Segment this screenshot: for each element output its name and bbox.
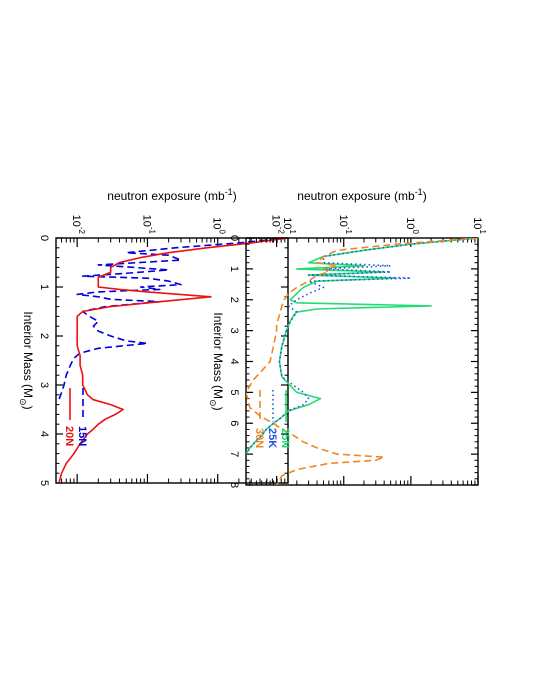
y-tick-base: 10 [404, 217, 416, 229]
series-line-25n [246, 238, 478, 455]
y-tick-exponent: 0 [411, 230, 420, 235]
x-tick-label: 0 [228, 235, 240, 241]
series-line-30n [246, 238, 478, 485]
legend-label-25k: 25K [266, 428, 278, 448]
x-axis-label: Interior Mass (M⊙) [18, 311, 35, 409]
x-axis-label-end: ) [211, 407, 225, 411]
y-tick-exponent: -2 [277, 227, 286, 235]
x-tick-label: 4 [38, 431, 50, 437]
y-tick-exponent: -2 [77, 227, 86, 235]
legend-label-25n: 25N [279, 428, 291, 448]
y-tick-base: 10 [140, 215, 152, 227]
x-axis-label-subscript: ⊙ [208, 399, 218, 407]
legend-label-15n: 15N [76, 426, 88, 446]
y-tick-base: 10 [270, 215, 282, 227]
x-axis-label-text: Interior Mass (M [21, 311, 35, 398]
x-tick-label: 1 [38, 284, 50, 290]
y-tick-label: 10-1 [337, 215, 353, 235]
x-axis-label: Interior Mass (M⊙) [208, 312, 225, 410]
plot-frame [55, 237, 289, 484]
y-axis-label: neutron exposure (mb-1) [107, 187, 236, 203]
x-tick-label: 6 [228, 420, 240, 426]
y-axis-label-end: ) [423, 189, 427, 203]
x-tick-label: 7 [228, 451, 240, 457]
x-tick-label: 0 [38, 235, 50, 241]
y-axis-label: neutron exposure (mb-1) [297, 187, 426, 203]
y-tick-label: 10-2 [70, 215, 86, 235]
y-tick-label: 101 [471, 217, 487, 234]
x-tick-label: 4 [228, 358, 240, 364]
x-tick-label: 1 [228, 266, 240, 272]
legend-label-30n: 30N [253, 428, 265, 448]
legend-label-20n: 20N [63, 426, 75, 446]
y-tick-label: 100 [404, 217, 420, 234]
y-tick-exponent: 1 [288, 230, 297, 235]
y-tick-base: 10 [281, 217, 293, 229]
y-tick-base: 10 [337, 215, 349, 227]
y-axis-label-text: neutron exposure (mb [297, 189, 415, 203]
x-axis-label-end: ) [21, 406, 35, 410]
y-tick-base: 10 [471, 217, 483, 229]
y-tick-label: 10-2 [270, 215, 286, 235]
x-tick-label: 5 [228, 389, 240, 395]
x-tick-label: 3 [38, 382, 50, 388]
y-tick-base: 10 [211, 217, 223, 229]
x-axis-label-subscript: ⊙ [18, 398, 28, 406]
y-axis-label-text: neutron exposure (mb [107, 189, 225, 203]
y-tick-exponent: 0 [218, 230, 227, 235]
y-axis-label-end: ) [233, 189, 237, 203]
y-axis-label-superscript: -1 [225, 187, 233, 197]
y-tick-label: 101 [281, 217, 297, 234]
y-tick-exponent: 1 [478, 230, 487, 235]
series-line-20n [58, 238, 288, 483]
x-axis-label-text: Interior Mass (M [211, 312, 225, 399]
y-tick-exponent: -1 [344, 227, 353, 235]
y-axis-label-superscript: -1 [415, 187, 423, 197]
x-tick-label: 2 [228, 297, 240, 303]
y-tick-base: 10 [70, 215, 82, 227]
series-line-15n [58, 238, 288, 400]
y-tick-label: 100 [211, 217, 227, 234]
y-tick-label: 10-1 [140, 215, 156, 235]
x-tick-label: 2 [38, 333, 50, 339]
x-tick-label: 3 [228, 328, 240, 334]
y-tick-exponent: -1 [147, 227, 156, 235]
x-tick-label: 8 [228, 482, 240, 488]
x-tick-label: 5 [38, 480, 50, 486]
